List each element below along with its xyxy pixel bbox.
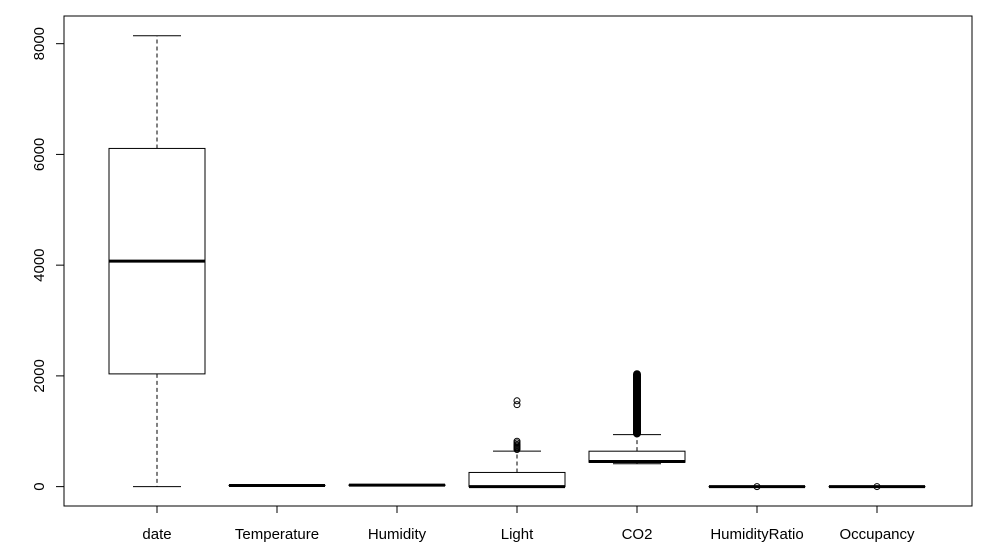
outlier-point	[513, 437, 521, 445]
box-occupancy	[828, 483, 926, 491]
x-axis-labels: date Temperature Humidity Light CO2 HumidityR…	[142, 506, 915, 543]
x-tick-label: HumidityRatio	[710, 526, 803, 543]
box-co2	[588, 370, 686, 465]
box-date	[108, 35, 206, 488]
box-humidity	[348, 483, 446, 487]
box-iqr	[468, 471, 566, 488]
x-tick-label: Humidity	[368, 526, 427, 543]
outlier-point	[513, 397, 521, 405]
x-tick-label: date	[142, 526, 171, 543]
outlier-point	[513, 401, 521, 409]
x-tick-label: Temperature	[235, 526, 319, 543]
y-tick-label: 4000	[31, 248, 48, 281]
y-tick-label: 8000	[31, 27, 48, 60]
y-tick-label: 0	[31, 482, 48, 490]
y-axis: 0 2000 4000 6000 8000	[31, 27, 65, 491]
box-light	[468, 397, 566, 489]
x-tick-label: Occupancy	[839, 526, 915, 543]
y-tick-label: 6000	[31, 138, 48, 171]
outlier-point	[632, 370, 641, 379]
box-humidityratio	[708, 483, 806, 491]
x-tick-label: Light	[501, 526, 534, 543]
boxes	[108, 35, 926, 491]
outlier-point	[753, 483, 761, 491]
outlier-point	[873, 483, 881, 491]
x-tick-label: CO2	[622, 526, 653, 543]
y-tick-label: 2000	[31, 359, 48, 392]
